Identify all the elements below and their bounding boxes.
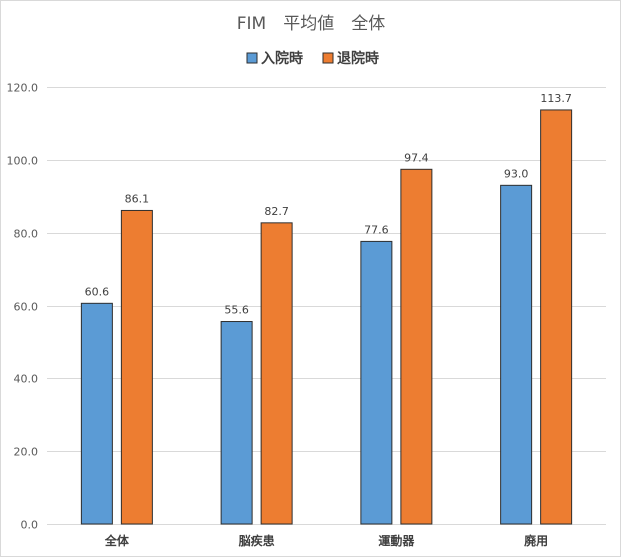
bar-series2-category2 — [260, 222, 293, 525]
bar-series1-category1 — [80, 302, 113, 525]
legend-label-series2: 退院時 — [337, 50, 379, 67]
category-label-2: 脳疾患 — [239, 533, 275, 548]
y-tick-label-5: 100.0 — [7, 155, 39, 168]
legend-swatch-series1 — [246, 52, 258, 64]
data-label-series2-category1: 86.1 — [125, 192, 150, 205]
bar-series1-category4 — [500, 184, 533, 525]
bar-series2-category3 — [400, 168, 433, 525]
y-tick-label-3: 60.0 — [14, 301, 39, 314]
bar-series1-category2 — [220, 321, 253, 525]
data-label-series1-category4: 93.0 — [504, 167, 529, 180]
data-label-series2-category2: 82.7 — [264, 205, 289, 218]
y-tick-label-1: 20.0 — [14, 446, 39, 459]
data-label-series1-category1: 60.6 — [85, 285, 110, 298]
bar-series1-category3 — [360, 240, 393, 525]
category-label-3: 運動器 — [378, 533, 415, 548]
data-labels: 60.6 86.1 55.6 82.7 77.6 97.4 93.0 113.7 — [85, 92, 572, 317]
bar-series2-category4 — [540, 109, 573, 525]
data-label-series2-category3: 97.4 — [404, 151, 429, 164]
y-tick-label-2: 40.0 — [14, 373, 39, 386]
chart-title: FIM 平均値 全体 — [237, 14, 385, 34]
bars — [80, 109, 573, 525]
bar-series2-category1 — [120, 209, 153, 525]
data-label-series1-category3: 77.6 — [364, 223, 389, 236]
category-label-4: 廃用 — [524, 533, 548, 548]
x-axis-category-labels: 全体 脳疾患 運動器 廃用 — [104, 533, 548, 548]
data-label-series1-category2: 55.6 — [224, 304, 249, 317]
y-tick-label-4: 80.0 — [14, 228, 39, 241]
y-tick-label-6: 120.0 — [7, 82, 39, 95]
category-label-1: 全体 — [104, 533, 130, 548]
y-axis-tick-labels: 0.0 20.0 40.0 60.0 80.0 100.0 120.0 — [7, 82, 39, 532]
legend-swatch-series2 — [322, 52, 334, 64]
y-tick-label-0: 0.0 — [21, 519, 39, 532]
data-label-series2-category4: 113.7 — [540, 92, 572, 105]
legend-label-series1: 入院時 — [261, 50, 303, 67]
legend: 入院時 退院時 — [246, 50, 379, 67]
